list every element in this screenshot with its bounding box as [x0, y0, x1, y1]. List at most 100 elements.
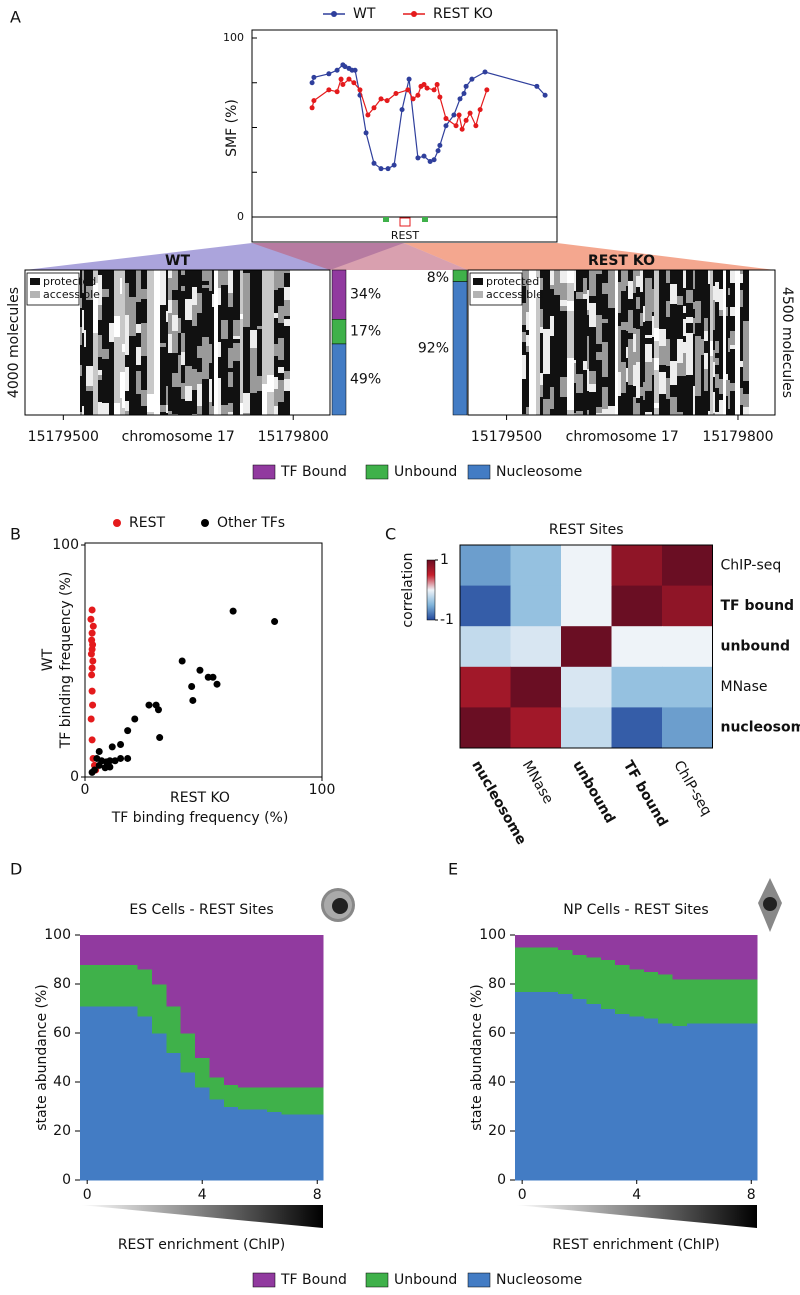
- molecule-texture: [554, 316, 560, 338]
- molecule-texture: [274, 270, 278, 290]
- molecule-texture: [576, 411, 583, 415]
- molecule-texture: [683, 313, 686, 319]
- molecule-texture: [583, 325, 587, 345]
- molecule-texture: [710, 291, 713, 312]
- heat-cell: [460, 545, 511, 587]
- molecule-texture: [540, 344, 543, 358]
- molecule-texture: [645, 412, 652, 415]
- molecule-texture: [713, 270, 715, 286]
- molecule-texture: [250, 393, 257, 408]
- molecule-texture: [626, 306, 628, 322]
- area-step: [94, 935, 110, 965]
- area-step: [672, 935, 688, 980]
- molecule-texture: [726, 396, 728, 411]
- molecule-texture: [666, 399, 670, 410]
- molecule-texture: [643, 400, 645, 415]
- molecule-texture: [728, 314, 730, 338]
- molecule-texture: [740, 405, 743, 415]
- molecule-texture: [693, 345, 695, 355]
- molecule-texture: [710, 383, 713, 401]
- molecule-texture: [141, 323, 147, 338]
- molecule-texture: [202, 353, 209, 356]
- molecule-texture: [233, 378, 240, 401]
- molecule-texture: [701, 412, 704, 415]
- molecule-texture: [181, 365, 185, 383]
- molecule-texture: [596, 270, 602, 274]
- molecule-texture: [659, 296, 666, 305]
- molecule-texture: [240, 276, 243, 300]
- molecule-texture: [228, 337, 233, 348]
- molecule-texture: [652, 270, 654, 289]
- point: [117, 741, 125, 749]
- molecule-texture: [154, 303, 160, 326]
- legend-marker: [411, 11, 417, 17]
- molecule-texture: [233, 361, 240, 378]
- molecule-texture: [540, 322, 543, 327]
- molecule-texture: [129, 277, 136, 297]
- molecule-texture: [240, 359, 243, 365]
- molecule-texture: [197, 270, 202, 277]
- heat-cell: [611, 626, 663, 668]
- molecule-texture: [659, 346, 666, 365]
- area-step: [515, 947, 530, 992]
- molecule-texture: [214, 307, 218, 330]
- molecule-texture: [602, 301, 608, 319]
- molecule-texture: [735, 408, 740, 411]
- molecule-texture: [141, 270, 147, 289]
- molecule-texture: [596, 365, 602, 368]
- x-tick-label: 100: [309, 782, 336, 798]
- molecule-texture: [567, 410, 574, 415]
- y-category-label: ChIP-seq: [721, 557, 782, 573]
- molecule-texture: [160, 395, 166, 405]
- molecule-texture: [626, 270, 628, 286]
- molecule-texture: [640, 369, 643, 387]
- molecule-texture: [602, 276, 608, 283]
- molecule-texture: [726, 284, 728, 293]
- heat-cell: [561, 666, 612, 708]
- molecule-texture: [250, 270, 257, 292]
- point: [378, 96, 384, 102]
- molecule-texture: [618, 313, 621, 326]
- molecule-texture: [602, 387, 608, 409]
- molecule-texture: [659, 365, 666, 372]
- molecule-texture: [526, 330, 529, 335]
- point: [88, 768, 96, 776]
- heat-cell: [460, 707, 511, 749]
- molecule-texture: [529, 343, 536, 362]
- molecule-texture: [626, 347, 628, 358]
- molecule-texture: [543, 281, 550, 286]
- molecule-texture: [618, 304, 621, 313]
- molecule-texture: [536, 297, 540, 308]
- molecule-texture: [185, 410, 192, 415]
- molecule-texture: [243, 393, 250, 413]
- y-category-label: TF bound: [721, 598, 795, 614]
- point: [106, 757, 114, 765]
- molecule-texture: [114, 270, 120, 279]
- molecule-texture: [214, 370, 218, 379]
- molecule-texture: [743, 270, 749, 280]
- molecule-texture: [147, 394, 154, 412]
- molecule-texture: [267, 307, 274, 318]
- x-category-label: TF bound: [620, 758, 671, 830]
- molecule-texture: [122, 372, 125, 384]
- molecule-texture: [212, 363, 214, 387]
- molecule-texture: [670, 400, 677, 415]
- molecule-texture: [540, 290, 543, 304]
- molecule-texture: [122, 329, 125, 332]
- molecule-texture: [154, 411, 160, 415]
- molecule-texture: [615, 318, 618, 324]
- molecule-texture: [560, 337, 567, 355]
- molecule-texture: [120, 294, 122, 301]
- enrichment-wedge: [515, 1205, 757, 1228]
- molecule-texture: [160, 270, 166, 286]
- molecule-texture: [677, 279, 683, 296]
- molecule-texture: [677, 363, 683, 376]
- molecule-texture: [735, 350, 740, 368]
- molecule-texture: [735, 324, 740, 346]
- molecule-texture: [576, 318, 583, 321]
- molecule-texture: [636, 309, 640, 329]
- molecule-texture: [102, 289, 109, 297]
- molecule-texture: [202, 288, 209, 293]
- molecule-texture: [626, 322, 628, 331]
- molecule-texture: [240, 319, 243, 336]
